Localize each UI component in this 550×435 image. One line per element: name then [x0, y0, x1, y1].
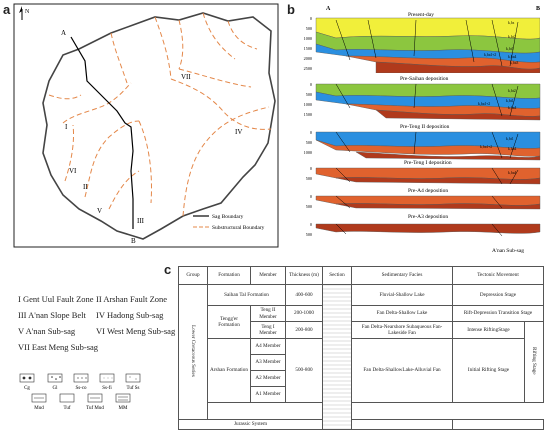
section-caption: A'nan Sub-sag — [492, 248, 524, 254]
svg-text:k₁ba1+2: k₁ba1+2 — [478, 102, 490, 106]
formation-saihan: Saihan Tal Formation — [207, 284, 286, 306]
zone-row-3-left: V A'nan Sub-sag — [18, 326, 76, 336]
svg-text:1500: 1500 — [304, 112, 312, 117]
section-pre-teng-i: Pre-Teng I deposition 0 500 k₁ba4 — [306, 160, 541, 185]
svg-text:k₁ba1+2: k₁ba1+2 — [480, 145, 492, 149]
section-end-a: A — [326, 6, 331, 12]
svg-text:k₁bt1: k₁bt1 — [506, 47, 514, 51]
section-pre-a3: Pre-A3 deposition 0 500 — [306, 214, 541, 237]
svg-text:0: 0 — [310, 166, 312, 171]
header-facies: Sedimentary Facies — [351, 266, 453, 285]
lithology-legend: Cg Gl Ss-co Ss-fi Tuf Ss Mud Tuf Tuf Mud MM — [19, 373, 141, 411]
svg-text:500: 500 — [306, 204, 312, 209]
svg-text:k₁bs: k₁bs — [508, 21, 515, 25]
point-a-label: A — [61, 29, 66, 37]
section-pre-a4: Pre-A4 deposition 0 500 — [306, 188, 541, 210]
sag-boundary — [42, 12, 276, 240]
zone-row-1-right: II Arshan Fault Zone — [96, 294, 168, 304]
svg-text:500: 500 — [306, 140, 312, 145]
svg-text:0: 0 — [310, 16, 312, 21]
svg-text:k₁ba4: k₁ba4 — [508, 106, 516, 110]
section-end-b: B — [536, 6, 540, 12]
svg-text:Ss-fi: Ss-fi — [102, 386, 112, 391]
zone-row-2-left: III A'nan Slope Belt — [18, 310, 86, 320]
svg-text:2000: 2000 — [304, 56, 312, 61]
svg-text:k₁bt1: k₁bt1 — [506, 99, 514, 103]
panel-c-label: c — [164, 262, 172, 277]
zone-label-ii: II — [83, 183, 88, 191]
svg-text:0: 0 — [310, 130, 312, 135]
svg-text:1000: 1000 — [304, 102, 312, 107]
zone-label-iii: III — [137, 217, 145, 225]
svg-text:500: 500 — [306, 176, 312, 181]
jurassic-row: Jurassic System — [178, 419, 323, 430]
header-thickness: Thickness (m) — [285, 266, 323, 285]
svg-text:0: 0 — [310, 194, 312, 199]
sag-map: N A B I II III IV V VI VII Sag Boundary … — [13, 3, 279, 248]
zone-row-1-left: I Gent Uul Fault Zone — [18, 294, 94, 304]
point-b-label: B — [131, 237, 136, 245]
svg-text:0: 0 — [310, 222, 312, 227]
zone-label-vi: VI — [69, 167, 77, 175]
svg-text:Cg: Cg — [24, 386, 30, 391]
svg-text:k₁bt2: k₁bt2 — [508, 89, 516, 93]
header-formation: Formation — [207, 266, 251, 285]
header-section: Section — [322, 266, 352, 285]
svg-text:Pre-Saihan deposition: Pre-Saihan deposition — [400, 76, 449, 82]
north-label: N — [25, 9, 30, 15]
svg-text:Present-day: Present-day — [408, 12, 434, 18]
section-pre-saihan: Pre-Saihan deposition 0 500 1000 1500 k₁… — [304, 76, 541, 121]
profile-line-ab — [70, 36, 134, 229]
zone-label-v: V — [97, 207, 102, 215]
legend-sag-boundary: Sag Boundary — [212, 214, 244, 220]
svg-text:Pre-A4 deposition: Pre-A4 deposition — [408, 188, 448, 194]
rifting-stage: Rifting Stage — [531, 347, 538, 375]
zone-row-2-right: IV Hadong Sub-sag — [96, 310, 164, 320]
svg-text:1000: 1000 — [304, 36, 312, 41]
svg-text:2500: 2500 — [304, 66, 312, 71]
svg-text:Pre-Teng I deposition: Pre-Teng I deposition — [404, 160, 452, 166]
cross-sections: A B Present-day 0 500 1000 1500 2000 250… — [304, 6, 541, 254]
header-tectonic: Tectonic Movement — [452, 266, 544, 285]
section-present-day: Present-day 0 500 1000 1500 2000 2500 k₁… — [304, 12, 540, 73]
zone-row-3-right: VI West Meng Sub-sag — [96, 326, 176, 336]
svg-text:k₁ba4: k₁ba4 — [508, 55, 516, 59]
svg-text:k₁bt2: k₁bt2 — [508, 35, 516, 39]
svg-text:Tuf: Tuf — [63, 406, 70, 411]
formation-arshan: Arshan Formation — [207, 338, 251, 403]
header-group: Group — [178, 266, 208, 285]
panel-b-label: b — [287, 2, 295, 17]
svg-text:500: 500 — [306, 26, 312, 31]
svg-text:1500: 1500 — [304, 46, 312, 51]
zone-label-vii: VII — [181, 73, 191, 81]
svg-text:MM: MM — [119, 406, 128, 411]
svg-text:k₁ba4: k₁ba4 — [508, 171, 516, 175]
svg-text:k₁bt1: k₁bt1 — [506, 137, 514, 141]
svg-text:Ss-co: Ss-co — [75, 386, 87, 391]
svg-text:500: 500 — [306, 92, 312, 97]
zone-label-i: I — [65, 123, 68, 131]
zone-row-4-left: VII East Meng Sub-sag — [18, 342, 99, 352]
svg-text:Gl: Gl — [53, 386, 59, 391]
svg-text:k₁ba1+2: k₁ba1+2 — [484, 53, 496, 57]
substructural-boundaries — [48, 12, 272, 217]
group-cell: Lower Cretaceous Series — [190, 324, 197, 377]
svg-text:k₁ba3: k₁ba3 — [510, 61, 518, 65]
svg-text:0: 0 — [310, 82, 312, 87]
svg-text:Tuf Ss: Tuf Ss — [126, 386, 139, 391]
svg-text:1000: 1000 — [304, 150, 312, 155]
svg-text:k₁ba4: k₁ba4 — [508, 147, 516, 151]
svg-text:Pre-Teng II deposition: Pre-Teng II deposition — [400, 124, 450, 130]
svg-text:Tuf Mud: Tuf Mud — [86, 406, 104, 411]
stratigraphy-table: Group Formation Member Thickness (m) Sec… — [178, 266, 544, 430]
zone-label-iv: IV — [235, 128, 242, 136]
panel-a-label: a — [3, 2, 11, 17]
svg-text:Pre-A3 deposition: Pre-A3 deposition — [408, 214, 448, 220]
section-pre-teng-ii: Pre-Teng II deposition 0 500 1000 k₁bt1 k… — [304, 124, 541, 161]
formation-tengger: Tengg'er Formation — [207, 305, 251, 339]
header-member: Member — [250, 266, 286, 285]
legend-substructural-boundary: Substructural Boundary — [212, 225, 265, 231]
svg-text:Mud: Mud — [34, 406, 44, 411]
svg-text:500: 500 — [306, 232, 312, 237]
